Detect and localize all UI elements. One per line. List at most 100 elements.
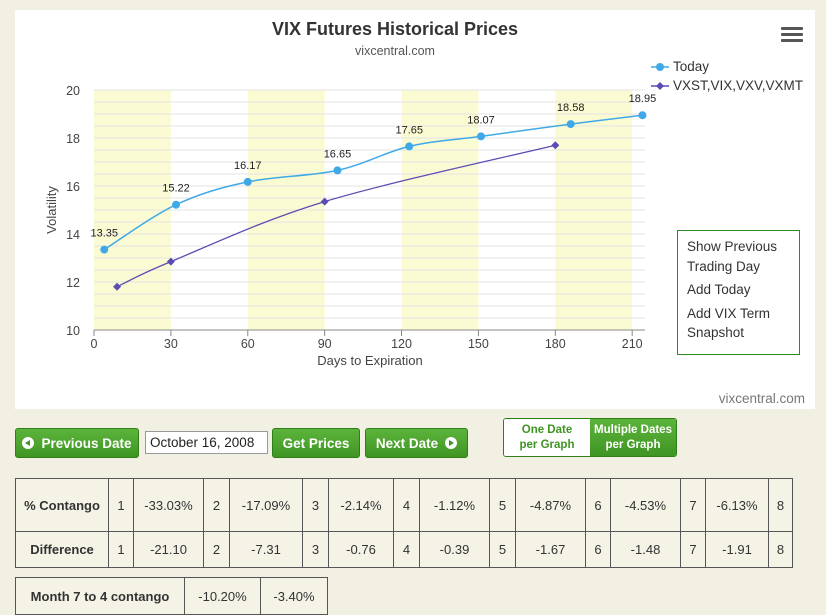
month-number: 7 <box>680 478 706 532</box>
legend-diamond-icon <box>651 81 669 90</box>
get-prices-button[interactable]: Get Prices <box>272 428 360 458</box>
previous-date-label: Previous Date <box>41 435 132 451</box>
month-number: 8 <box>768 478 793 532</box>
graph-mode-toggle: One Date per Graph Multiple Dates per Gr… <box>503 418 677 457</box>
data-point-today <box>476 132 485 141</box>
contango-table: % Contango 1 -33.03% 2 -17.09% 3 -2.14% … <box>15 478 793 568</box>
month-number: 5 <box>489 478 516 532</box>
y-tick-label: 16 <box>66 180 80 194</box>
month-number: 8 <box>768 531 793 568</box>
month-number: 2 <box>203 478 230 532</box>
data-point-vix-term <box>551 141 560 150</box>
contango-value: -1.12% <box>419 478 490 532</box>
month-number: 6 <box>585 478 611 532</box>
difference-value: -21.10 <box>133 531 204 568</box>
multiple-dates-label: Multiple Dates per Graph <box>594 423 672 451</box>
legend-label-today: Today <box>673 59 710 74</box>
data-label-today: 13.35 <box>90 228 118 240</box>
row-label-contango: % Contango <box>15 478 109 532</box>
month-number: 7 <box>680 531 706 568</box>
contango-value: -33.03% <box>133 478 204 532</box>
x-tick-label: 60 <box>241 337 255 351</box>
data-point-today <box>638 111 647 120</box>
month-7-4-value: -10.20% <box>184 577 261 615</box>
arrow-left-icon <box>22 437 35 449</box>
data-label-today: 18.07 <box>467 114 495 126</box>
month-number: 3 <box>302 478 329 532</box>
data-point-today <box>333 166 342 175</box>
data-point-today <box>243 177 252 186</box>
previous-date-button[interactable]: Previous Date <box>15 428 139 458</box>
chart-credit[interactable]: vixcentral.com <box>718 391 805 406</box>
table-row-difference: Difference 1 -21.10 2 -7.31 3 -0.76 4 -0… <box>15 531 793 568</box>
y-tick-label: 12 <box>66 276 80 290</box>
chart-side-menu: Show Previous Trading Day Add Today Add … <box>677 230 800 355</box>
difference-value: -0.76 <box>328 531 394 568</box>
x-tick-label: 0 <box>91 337 98 351</box>
month-number: 2 <box>203 531 230 568</box>
data-label-today: 18.95 <box>629 93 657 105</box>
difference-value: -0.39 <box>419 531 490 568</box>
month-7-4-value: -3.40% <box>260 577 328 615</box>
month-number: 6 <box>585 531 611 568</box>
legend-circle-icon <box>651 62 669 71</box>
data-label-today: 18.58 <box>557 102 585 114</box>
add-vix-term-snapshot-link[interactable]: Add VIX Term Snapshot <box>687 305 771 341</box>
contango-value: -4.53% <box>610 478 681 532</box>
month-number: 3 <box>302 531 329 568</box>
add-today-link[interactable]: Add Today <box>687 282 751 297</box>
contango-value: -2.14% <box>328 478 394 532</box>
month-number: 4 <box>393 478 420 532</box>
y-tick-label: 20 <box>66 84 80 98</box>
month-number: 4 <box>393 531 420 568</box>
legend-item-vix-term[interactable]: VXST,VIX,VXV,VXMT <box>651 76 803 95</box>
next-date-label: Next Date <box>375 435 439 451</box>
get-prices-label: Get Prices <box>282 435 350 451</box>
next-date-button[interactable]: Next Date <box>365 428 468 458</box>
data-point-today <box>100 245 109 254</box>
table-row-contango: % Contango 1 -33.03% 2 -17.09% 3 -2.14% … <box>15 478 793 532</box>
data-label-today: 16.17 <box>234 160 262 172</box>
series-line-vix-term <box>116 144 556 288</box>
chart-title: VIX Futures Historical Prices <box>272 19 518 39</box>
y-tick-label: 14 <box>66 228 80 242</box>
x-tick-label: 180 <box>545 337 566 351</box>
x-axis-label: Days to Expiration <box>317 353 423 368</box>
row-label-difference: Difference <box>15 531 109 568</box>
date-input[interactable] <box>145 431 268 454</box>
x-tick-label: 30 <box>164 337 178 351</box>
difference-value: -1.67 <box>515 531 586 568</box>
chart-subtitle: vixcentral.com <box>355 44 435 58</box>
data-label-today: 17.65 <box>395 124 423 136</box>
month-number: 1 <box>108 478 134 532</box>
legend-label-vix-term: VXST,VIX,VXV,VXMT <box>673 78 804 93</box>
x-tick-label: 90 <box>318 337 332 351</box>
y-tick-label: 10 <box>66 324 80 338</box>
month-number: 5 <box>489 531 516 568</box>
one-date-per-graph-toggle[interactable]: One Date per Graph <box>504 419 590 456</box>
hamburger-menu-icon[interactable] <box>781 27 803 45</box>
chart-legend: Today VXST,VIX,VXV,VXMT <box>651 57 803 95</box>
data-point-vix-term <box>113 282 122 291</box>
multiple-dates-per-graph-toggle[interactable]: Multiple Dates per Graph <box>590 419 676 456</box>
data-point-today <box>405 142 414 151</box>
one-date-label: One Date per Graph <box>519 423 575 451</box>
data-point-today <box>566 120 575 129</box>
x-tick-label: 150 <box>468 337 489 351</box>
month-7-4-label: Month 7 to 4 contango <box>15 577 185 615</box>
show-previous-trading-day-link[interactable]: Show Previous Trading Day <box>687 239 778 274</box>
vix-futures-chart: 0 30 60 90 120 150 180 210 10 12 14 16 18 20 13.35 15.… <box>44 19 657 368</box>
legend-item-today[interactable]: Today <box>651 57 803 76</box>
month-7-4-table: Month 7 to 4 contango -10.20% -3.40% <box>15 577 328 615</box>
data-point-vix-term <box>320 197 329 206</box>
y-tick-label: 18 <box>66 132 80 146</box>
chart-panel: 0 30 60 90 120 150 180 210 10 12 14 16 18 20 13.35 15.… <box>15 10 815 409</box>
data-point-today <box>172 200 181 209</box>
x-tick-label: 120 <box>391 337 412 351</box>
difference-value: -7.31 <box>229 531 303 568</box>
month-number: 1 <box>108 531 134 568</box>
data-point-vix-term <box>166 257 175 266</box>
difference-value: -1.48 <box>610 531 681 568</box>
table-row: Month 7 to 4 contango -10.20% -3.40% <box>15 577 328 615</box>
x-tick-label: 210 <box>622 337 643 351</box>
